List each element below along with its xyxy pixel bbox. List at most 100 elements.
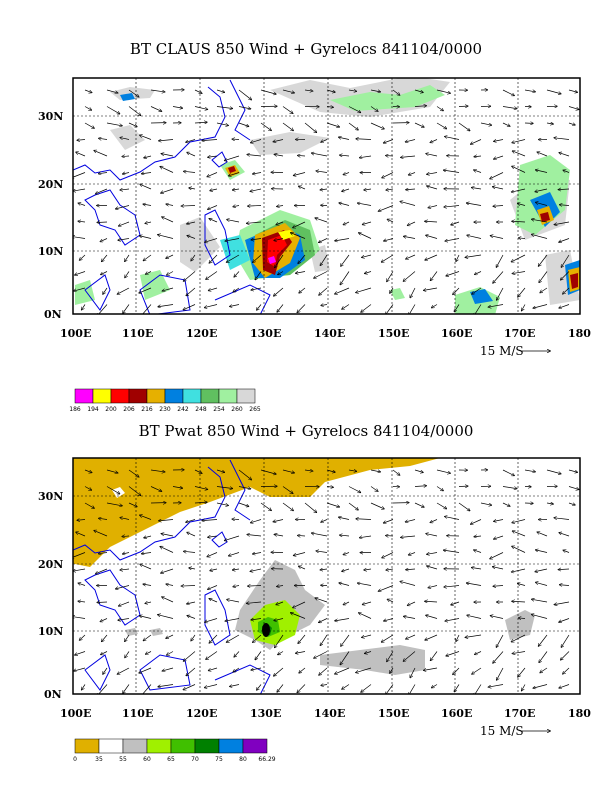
wind-vector bbox=[84, 486, 91, 491]
wind-vector bbox=[451, 601, 460, 605]
wind-vector bbox=[348, 122, 358, 130]
wind-vector bbox=[273, 519, 284, 522]
wind-vector bbox=[342, 304, 350, 310]
wind-vector bbox=[299, 566, 306, 570]
wind-vector bbox=[97, 684, 108, 694]
wind-vector bbox=[97, 304, 108, 314]
wind-vector bbox=[546, 469, 561, 474]
wind-vector bbox=[370, 470, 380, 472]
wind-vector bbox=[558, 569, 570, 570]
wind-vector bbox=[247, 155, 262, 156]
wind-vector bbox=[216, 122, 228, 125]
wind-vector bbox=[102, 254, 108, 261]
wind-vector bbox=[339, 137, 350, 140]
wind-vector bbox=[315, 598, 328, 603]
wind-vector bbox=[172, 107, 182, 109]
wind-vector bbox=[78, 203, 86, 206]
wind-vector bbox=[145, 602, 152, 603]
wind-vector bbox=[535, 188, 548, 192]
wind-vector bbox=[320, 254, 328, 265]
top-xlabel-170e: 170E bbox=[504, 327, 535, 340]
top-colorbar: 186 194 200 206 216 230 242 248 254 260 265 bbox=[69, 388, 261, 413]
bottom-xlabel-120e: 120E bbox=[186, 707, 217, 720]
wind-vector bbox=[512, 601, 526, 602]
wind-vector bbox=[207, 552, 218, 557]
wind-vector bbox=[209, 219, 218, 223]
wind-vector bbox=[80, 254, 86, 260]
wind-vector bbox=[167, 271, 174, 276]
wind-vector bbox=[559, 533, 570, 537]
wind-vector bbox=[189, 568, 196, 569]
wind-vector bbox=[227, 220, 240, 223]
wind-vector bbox=[316, 171, 328, 173]
wind-vector bbox=[522, 684, 526, 691]
wind-vector bbox=[494, 140, 504, 142]
wind-vector bbox=[480, 122, 491, 125]
wind-vector bbox=[563, 287, 570, 294]
wind-vector bbox=[140, 564, 152, 570]
wind-vector bbox=[358, 203, 372, 206]
wind-vector bbox=[142, 553, 152, 554]
wind-vector bbox=[146, 651, 152, 655]
wind-vector bbox=[356, 139, 372, 140]
wind-vector bbox=[414, 486, 426, 487]
wind-vector bbox=[208, 156, 218, 157]
wind-vector bbox=[535, 568, 548, 572]
wind-vector bbox=[282, 469, 294, 473]
wind-vector bbox=[94, 531, 108, 537]
wind-vector bbox=[257, 684, 262, 691]
wind-vector bbox=[445, 238, 460, 242]
wind-vector bbox=[453, 667, 460, 674]
wind-vector bbox=[512, 568, 526, 572]
wind-vector bbox=[282, 106, 293, 114]
wind-vector bbox=[73, 568, 86, 571]
wind-vector bbox=[205, 238, 218, 243]
wind-vector bbox=[467, 615, 482, 619]
wind-vector bbox=[414, 502, 424, 507]
wind-vector bbox=[253, 553, 262, 554]
wind-vector bbox=[428, 205, 438, 208]
wind-vector bbox=[493, 271, 504, 284]
wind-vector bbox=[227, 600, 240, 603]
wind-vector bbox=[278, 271, 284, 275]
wind-vector bbox=[299, 186, 306, 190]
wind-vector bbox=[291, 613, 306, 619]
bottom-xlabel-160e: 160E bbox=[441, 707, 472, 720]
wind-vector bbox=[539, 271, 548, 283]
colorbar-swatch bbox=[110, 388, 130, 404]
wind-vector bbox=[84, 122, 94, 128]
wind-vector bbox=[277, 684, 284, 692]
colorbar-swatch bbox=[182, 388, 202, 404]
wind-vector bbox=[384, 139, 394, 143]
wind-vector bbox=[392, 89, 400, 95]
wind-vector bbox=[128, 122, 137, 127]
wind-vector bbox=[465, 634, 482, 637]
wind-vector bbox=[251, 667, 262, 670]
wind-vector bbox=[436, 486, 443, 491]
wind-vector bbox=[159, 140, 174, 141]
wind-vector bbox=[475, 271, 482, 275]
wind-vector bbox=[401, 536, 416, 537]
wind-vector bbox=[238, 89, 251, 100]
wind-vector bbox=[208, 536, 218, 537]
wind-vector bbox=[536, 170, 548, 173]
wind-vector bbox=[251, 287, 262, 290]
wind-vector bbox=[559, 238, 570, 243]
wind-vector bbox=[158, 304, 174, 307]
wind-vector bbox=[348, 486, 361, 493]
wind-vector bbox=[430, 271, 438, 281]
wind-vector bbox=[512, 271, 526, 274]
wind-vector bbox=[343, 173, 350, 175]
wind-vector bbox=[315, 218, 328, 223]
top-xlabel-160e: 160E bbox=[441, 327, 472, 340]
wind-vector bbox=[78, 221, 86, 222]
wind-vector bbox=[183, 684, 196, 690]
wind-vector bbox=[410, 667, 416, 678]
bottom-ylabel-10n: 10N bbox=[38, 625, 63, 638]
wind-vector bbox=[273, 139, 284, 142]
wind-vector bbox=[474, 156, 482, 157]
wind-vector bbox=[101, 651, 108, 655]
bottom-xlabel-170e: 170E bbox=[504, 707, 535, 720]
colorbar-label: 242 bbox=[177, 406, 189, 413]
